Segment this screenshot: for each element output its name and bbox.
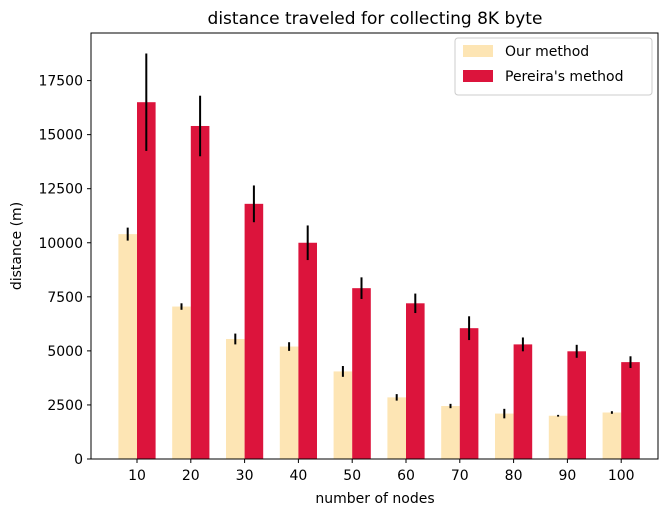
bar-pereira-s-method-70 bbox=[459, 328, 479, 459]
y-tick-label: 10000 bbox=[38, 236, 83, 252]
y-tick-label: 7500 bbox=[47, 290, 83, 306]
x-tick-label: 20 bbox=[182, 468, 200, 484]
x-tick-label: 90 bbox=[558, 468, 576, 484]
x-tick-label: 40 bbox=[289, 468, 307, 484]
bar-our-method-10 bbox=[118, 234, 137, 459]
bar-pereira-s-method-40 bbox=[298, 242, 317, 459]
legend-label-our-method: Our method bbox=[505, 44, 589, 60]
bar-our-method-70 bbox=[441, 406, 460, 459]
bar-pereira-s-method-50 bbox=[352, 288, 371, 459]
bar-our-method-80 bbox=[495, 413, 514, 459]
bar-our-method-100 bbox=[602, 412, 622, 459]
y-tick-label: 2500 bbox=[47, 398, 83, 414]
bar-pereira-s-method-60 bbox=[406, 303, 425, 459]
chart-title: distance traveled for collecting 8K byte bbox=[208, 9, 543, 29]
x-tick-label: 10 bbox=[128, 468, 146, 484]
plot-frame bbox=[90, 32, 659, 460]
x-axis-label: number of nodes bbox=[315, 491, 434, 507]
bar-our-method-40 bbox=[279, 346, 299, 459]
error-bars-layer bbox=[126, 53, 632, 419]
x-tick-label: 30 bbox=[236, 468, 254, 484]
y-axis: 0 2500 5000 7500 10000 12500 15000 17500 bbox=[38, 74, 91, 468]
legend-label-pereiras-method: Pereira's method bbox=[505, 69, 624, 85]
legend: Our method Pereira's method bbox=[454, 37, 653, 96]
bar-our-method-20 bbox=[172, 306, 191, 459]
bar-pereira-s-method-80 bbox=[513, 344, 533, 459]
x-tick-label: 70 bbox=[451, 468, 469, 484]
bar-our-method-90 bbox=[548, 415, 568, 459]
legend-swatch-pereiras-method bbox=[463, 70, 493, 82]
x-axis: 10 20 30 40 50 60 70 80 90 100 bbox=[128, 459, 635, 484]
x-tick-label: 80 bbox=[505, 468, 523, 484]
x-tick-label: 60 bbox=[397, 468, 415, 484]
x-tick-label: 100 bbox=[608, 468, 635, 484]
bars-layer bbox=[118, 102, 640, 459]
bar-pereira-s-method-90 bbox=[567, 351, 586, 459]
bar-pereira-s-method-30 bbox=[244, 203, 264, 459]
y-tick-label: 12500 bbox=[38, 182, 83, 198]
y-tick-label: 0 bbox=[74, 452, 83, 468]
y-tick-label: 15000 bbox=[38, 128, 83, 144]
bar-pereira-s-method-10 bbox=[137, 102, 156, 459]
legend-box bbox=[454, 37, 653, 96]
y-tick-label: 5000 bbox=[47, 344, 83, 360]
bar-pereira-s-method-20 bbox=[190, 125, 210, 459]
bar-our-method-30 bbox=[226, 338, 245, 459]
bar-our-method-50 bbox=[333, 371, 353, 459]
bar-pereira-s-method-100 bbox=[621, 362, 640, 459]
bar-our-method-60 bbox=[387, 397, 406, 459]
x-tick-label: 50 bbox=[343, 468, 361, 484]
y-tick-label: 17500 bbox=[38, 74, 83, 90]
legend-swatch-our-method bbox=[463, 45, 493, 57]
y-axis-label: distance (m) bbox=[9, 202, 25, 290]
